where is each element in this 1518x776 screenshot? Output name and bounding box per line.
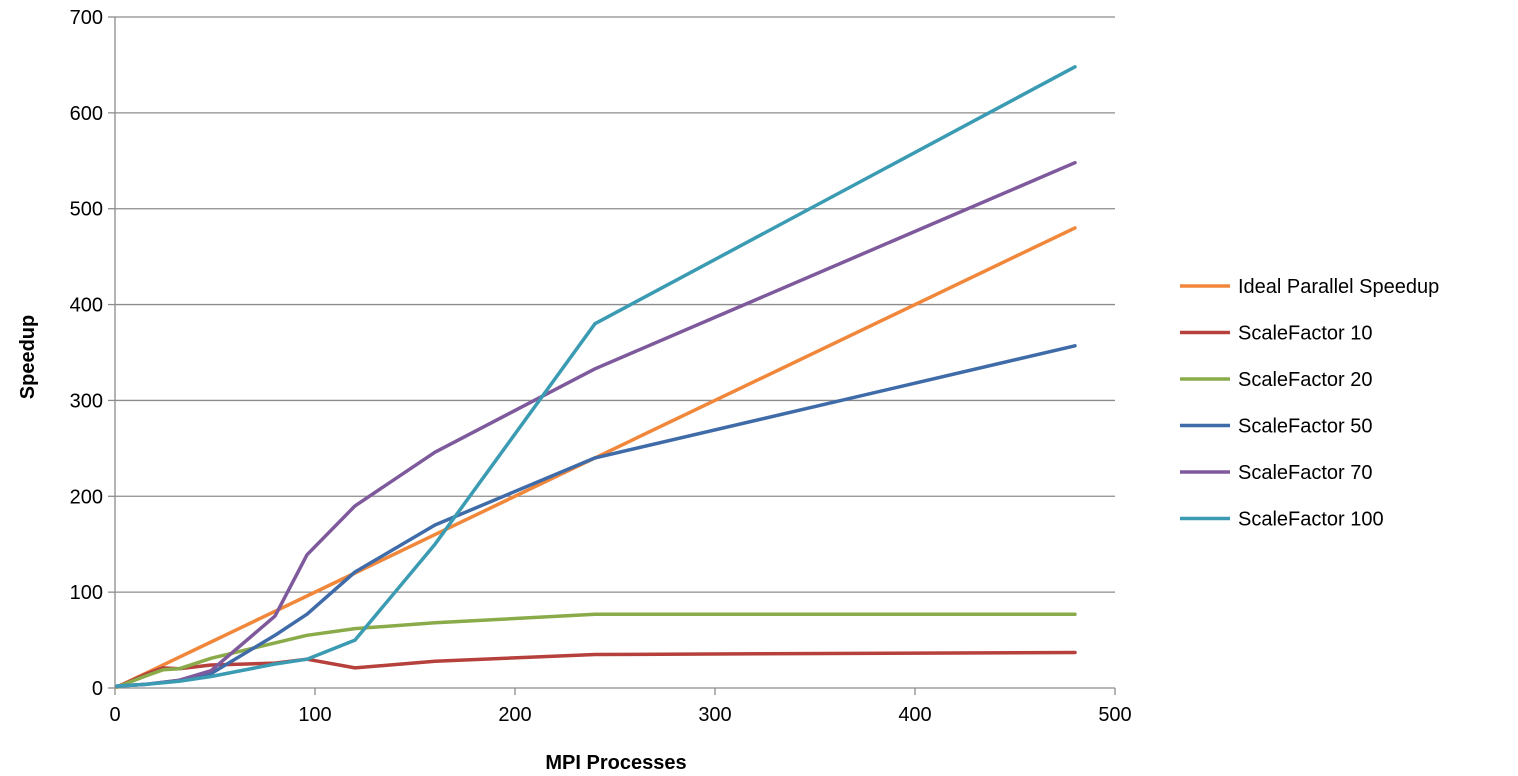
y-axis-title: Speedup [17, 315, 39, 399]
y-tick-label: 300 [70, 390, 103, 412]
x-tick-label: 0 [109, 704, 120, 726]
series-line-2 [115, 612, 1077, 689]
legend-label: ScaleFactor 20 [1238, 369, 1373, 391]
x-axis-title: MPI Processes [545, 752, 686, 774]
x-tick-label: 500 [1098, 704, 1131, 726]
legend-label: Ideal Parallel Speedup [1238, 276, 1439, 298]
x-tick-label: 100 [298, 704, 331, 726]
series-line-5 [115, 65, 1077, 688]
series-lines [115, 65, 1077, 689]
y-tick-label: 500 [70, 199, 103, 221]
series-line-3 [115, 344, 1077, 688]
legend-label: ScaleFactor 70 [1238, 462, 1373, 484]
series-line-4 [115, 160, 1077, 688]
y-tick-label: 200 [70, 486, 103, 508]
legend-label: ScaleFactor 10 [1238, 323, 1373, 345]
y-tick-labels: 0 100 200 300 400 500 600 700 [70, 7, 103, 700]
x-tick-label: 300 [698, 704, 731, 726]
x-tick-label: 400 [898, 704, 931, 726]
axes [108, 16, 1116, 695]
series-line-0 [115, 226, 1077, 689]
gridlines [115, 16, 1115, 593]
legend-label: ScaleFactor 100 [1238, 509, 1384, 531]
legend: Ideal Parallel Speedup ScaleFactor 10 Scal… [1180, 276, 1439, 531]
y-tick-label: 400 [70, 295, 103, 317]
x-tick-label: 200 [498, 704, 531, 726]
series-line-1 [115, 650, 1077, 689]
x-tick-labels: 0 100 200 300 400 500 [109, 704, 1131, 726]
legend-label: ScaleFactor 50 [1238, 416, 1373, 438]
y-tick-label: 100 [70, 582, 103, 604]
y-tick-label: 700 [70, 7, 103, 29]
y-tick-label: 600 [70, 103, 103, 125]
y-tick-label: 0 [92, 678, 103, 700]
